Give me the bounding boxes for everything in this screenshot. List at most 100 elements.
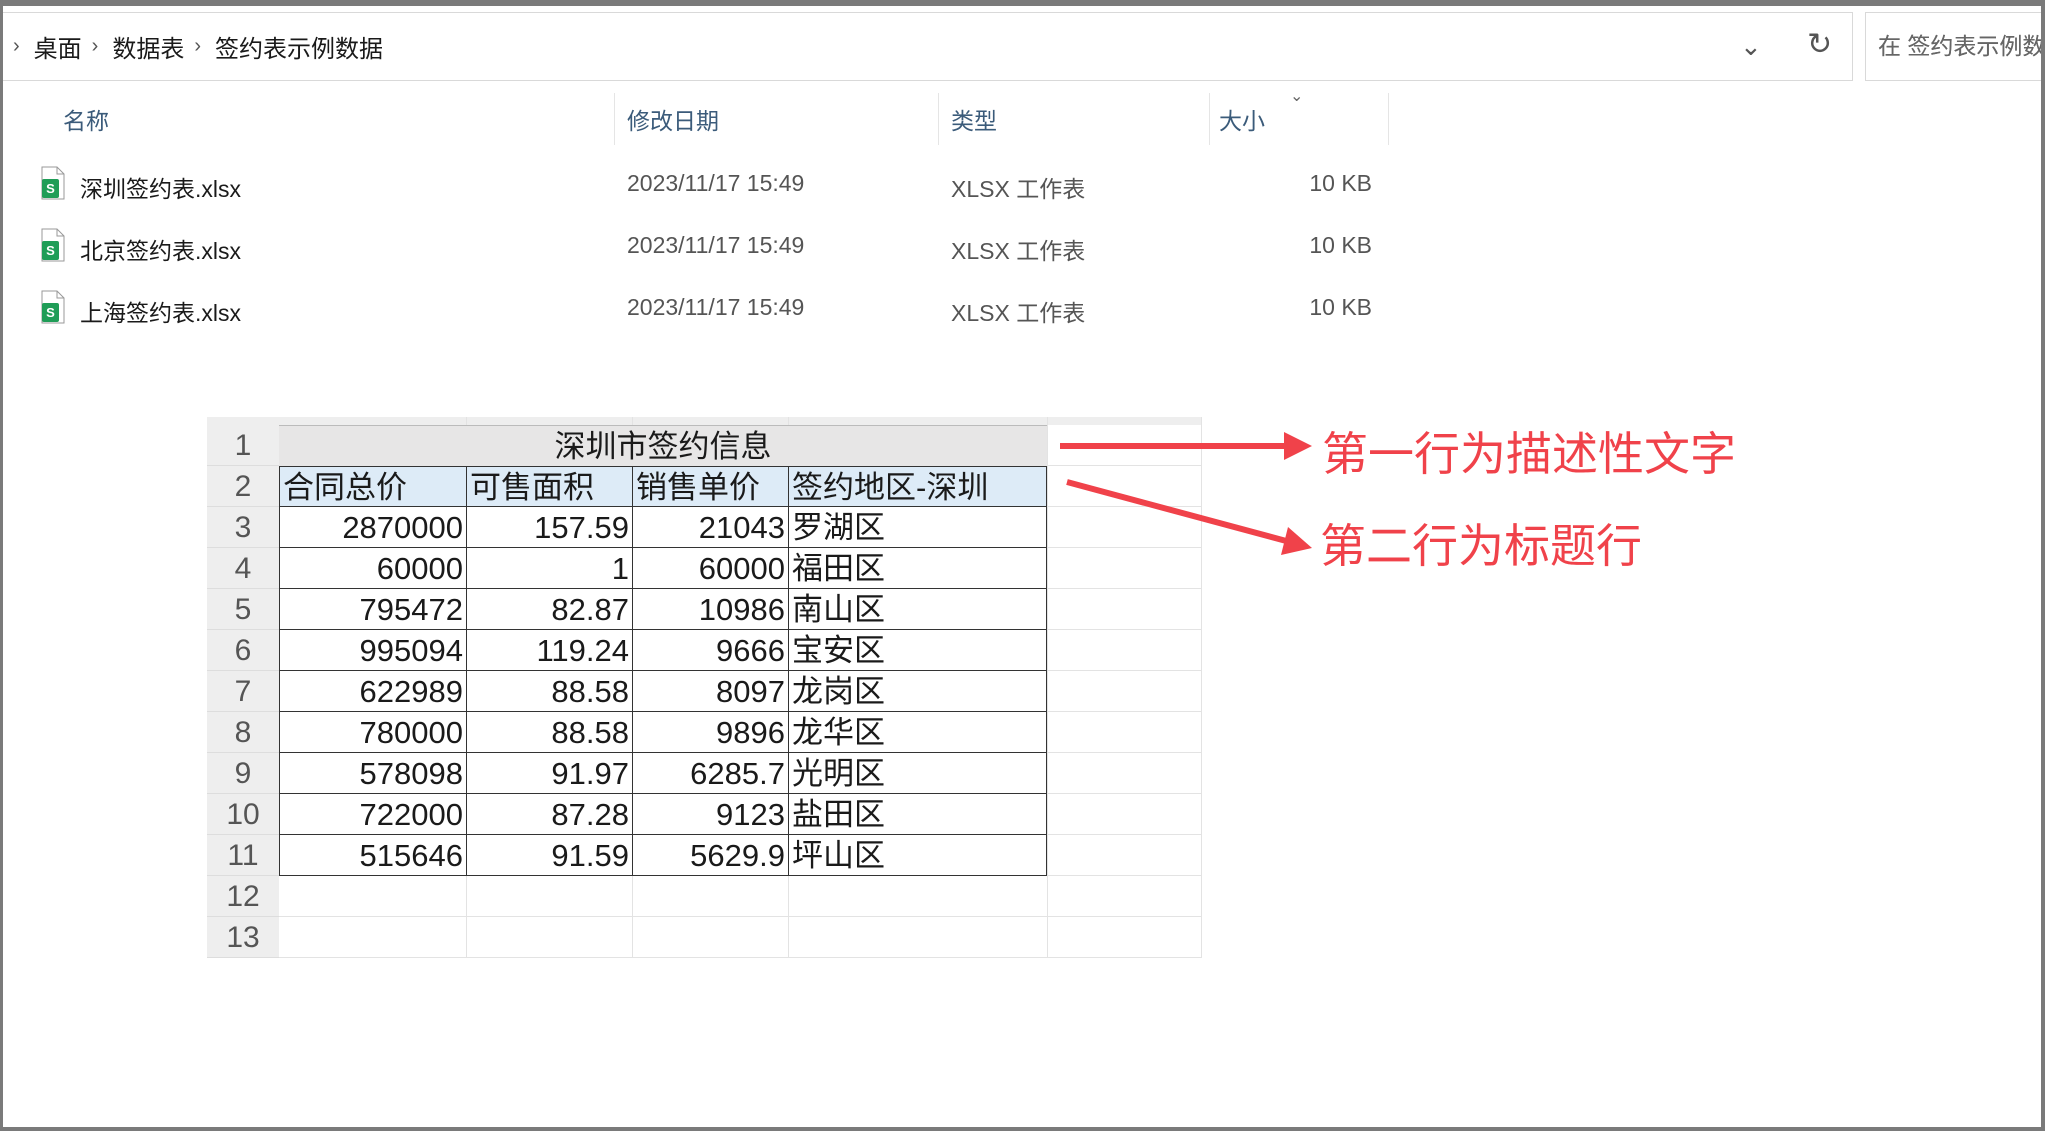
sheet-cell: 722000 bbox=[279, 794, 466, 835]
sheet-cell: 88.58 bbox=[466, 712, 632, 753]
sheet-header-cell: 签约地区-深圳 bbox=[788, 466, 1047, 507]
sheet-cell: 60000 bbox=[279, 548, 466, 589]
sheet-cell: 龙华区 bbox=[788, 712, 1047, 753]
window-frame bbox=[0, 0, 3, 1131]
file-date: 2023/11/17 15:49 bbox=[627, 170, 805, 196]
column-divider[interactable] bbox=[614, 93, 615, 145]
svg-text:S: S bbox=[46, 305, 55, 320]
file-name[interactable]: 北京签约表.xlsx bbox=[80, 238, 241, 264]
column-header-date[interactable]: 修改日期 bbox=[627, 108, 719, 134]
sheet-cell: 龙岗区 bbox=[788, 671, 1047, 712]
breadcrumb: › 桌面 › 数据表 › 签约表示例数据 bbox=[3, 29, 383, 64]
row-header: 12 bbox=[207, 876, 279, 917]
breadcrumb-item[interactable]: 数据表 bbox=[112, 36, 185, 63]
sheet-cell: 91.97 bbox=[466, 753, 632, 794]
row-header: 10 bbox=[207, 794, 279, 835]
breadcrumb-item[interactable]: 桌面 bbox=[33, 36, 82, 63]
row-header: 8 bbox=[207, 712, 279, 753]
column-divider[interactable] bbox=[1209, 93, 1210, 145]
file-size: 10 KB bbox=[1309, 170, 1372, 196]
sheet-cell: 罗湖区 bbox=[788, 507, 1047, 548]
column-header-type[interactable]: 类型 bbox=[951, 108, 997, 134]
column-divider[interactable] bbox=[938, 93, 939, 145]
row-header: 6 bbox=[207, 630, 279, 671]
refresh-icon[interactable]: ↻ bbox=[1807, 28, 1833, 61]
chevron-right-icon[interactable]: › bbox=[91, 35, 99, 57]
sheet-header-cell: 销售单价 bbox=[632, 466, 788, 507]
row-header: 2 bbox=[207, 466, 279, 507]
row-header: 3 bbox=[207, 507, 279, 548]
annotation-text: 第二行为标题行 bbox=[1320, 520, 1642, 572]
sheet-cell: 光明区 bbox=[788, 753, 1047, 794]
sheet-cell: 5629.9 bbox=[632, 835, 788, 876]
sheet-cell: 6285.7 bbox=[632, 753, 788, 794]
file-size: 10 KB bbox=[1309, 232, 1372, 258]
sheet-cell: 995094 bbox=[279, 630, 466, 671]
chevron-right-icon[interactable]: › bbox=[194, 35, 202, 57]
file-row[interactable]: S 上海签约表.xlsx 2023/11/17 15:49 XLSX 工作表 1… bbox=[0, 280, 1390, 336]
sheet-header-cell: 可售面积 bbox=[466, 466, 632, 507]
window-frame bbox=[0, 0, 2045, 6]
row-header: 1 bbox=[207, 425, 279, 466]
sort-chevron-icon: ⌄ bbox=[1290, 88, 1304, 105]
svg-text:S: S bbox=[46, 181, 55, 196]
file-date: 2023/11/17 15:49 bbox=[627, 294, 805, 320]
window-frame bbox=[0, 1127, 2045, 1131]
sheet-cell: 119.24 bbox=[466, 630, 632, 671]
file-row[interactable]: S 北京签约表.xlsx 2023/11/17 15:49 XLSX 工作表 1… bbox=[0, 218, 1390, 274]
row-header: 7 bbox=[207, 671, 279, 712]
sheet-cell: 795472 bbox=[279, 589, 466, 630]
svg-text:S: S bbox=[46, 243, 55, 258]
row-header: 5 bbox=[207, 589, 279, 630]
sheet-cell: 9123 bbox=[632, 794, 788, 835]
file-row[interactable]: S 深圳签约表.xlsx 2023/11/17 15:49 XLSX 工作表 1… bbox=[0, 156, 1390, 212]
file-type: XLSX 工作表 bbox=[951, 238, 1086, 264]
sheet-cell: 10986 bbox=[632, 589, 788, 630]
file-date: 2023/11/17 15:49 bbox=[627, 232, 805, 258]
row-header: 4 bbox=[207, 548, 279, 589]
file-name[interactable]: 上海签约表.xlsx bbox=[80, 300, 241, 326]
column-header-strip bbox=[207, 417, 1201, 425]
address-bar[interactable]: › 桌面 › 数据表 › 签约表示例数据 ⌄ ↻ bbox=[3, 12, 1853, 81]
sheet-cell: 157.59 bbox=[466, 507, 632, 548]
sheet-cell: 780000 bbox=[279, 712, 466, 753]
sheet-cell: 87.28 bbox=[466, 794, 632, 835]
row-header: 9 bbox=[207, 753, 279, 794]
column-header-name[interactable]: 名称 bbox=[63, 108, 109, 134]
arrow-2 bbox=[1066, 479, 1312, 555]
column-header-size[interactable]: 大小 bbox=[1219, 108, 1265, 134]
grid-line bbox=[279, 916, 1201, 917]
sheet-header-cell: 合同总价 bbox=[279, 466, 466, 507]
sheet-cell: 21043 bbox=[632, 507, 788, 548]
sheet-cell: 622989 bbox=[279, 671, 466, 712]
grid-line bbox=[1047, 417, 1048, 958]
row-header: 13 bbox=[207, 917, 279, 958]
file-type: XLSX 工作表 bbox=[951, 300, 1086, 326]
chevron-down-icon[interactable]: ⌄ bbox=[1740, 31, 1762, 61]
chevron-right-icon[interactable]: › bbox=[13, 35, 20, 57]
sheet-cell: 91.59 bbox=[466, 835, 632, 876]
file-type: XLSX 工作表 bbox=[951, 176, 1086, 202]
column-divider[interactable] bbox=[1388, 93, 1389, 145]
sheet-cell: 福田区 bbox=[788, 548, 1047, 589]
sheet-cell: 盐田区 bbox=[788, 794, 1047, 835]
file-size: 10 KB bbox=[1309, 294, 1372, 320]
sheet-cell: 2870000 bbox=[279, 507, 466, 548]
search-input[interactable] bbox=[1866, 13, 2044, 80]
sheet-cell: 515646 bbox=[279, 835, 466, 876]
arrow-1 bbox=[1060, 432, 1312, 460]
sheet-title-cell: 深圳市签约信息 bbox=[279, 425, 1047, 466]
excel-file-icon: S bbox=[41, 290, 65, 324]
excel-file-icon: S bbox=[41, 228, 65, 262]
file-name[interactable]: 深圳签约表.xlsx bbox=[80, 176, 241, 202]
window-frame bbox=[2041, 0, 2045, 1131]
sheet-cell: 南山区 bbox=[788, 589, 1047, 630]
sheet-cell: 宝安区 bbox=[788, 630, 1047, 671]
sheet-cell: 578098 bbox=[279, 753, 466, 794]
sheet-cell: 9666 bbox=[632, 630, 788, 671]
annotation-text: 第一行为描述性文字 bbox=[1322, 428, 1736, 480]
sheet-cell: 9896 bbox=[632, 712, 788, 753]
sheet-cell: 88.58 bbox=[466, 671, 632, 712]
breadcrumb-item[interactable]: 签约表示例数据 bbox=[215, 36, 384, 63]
